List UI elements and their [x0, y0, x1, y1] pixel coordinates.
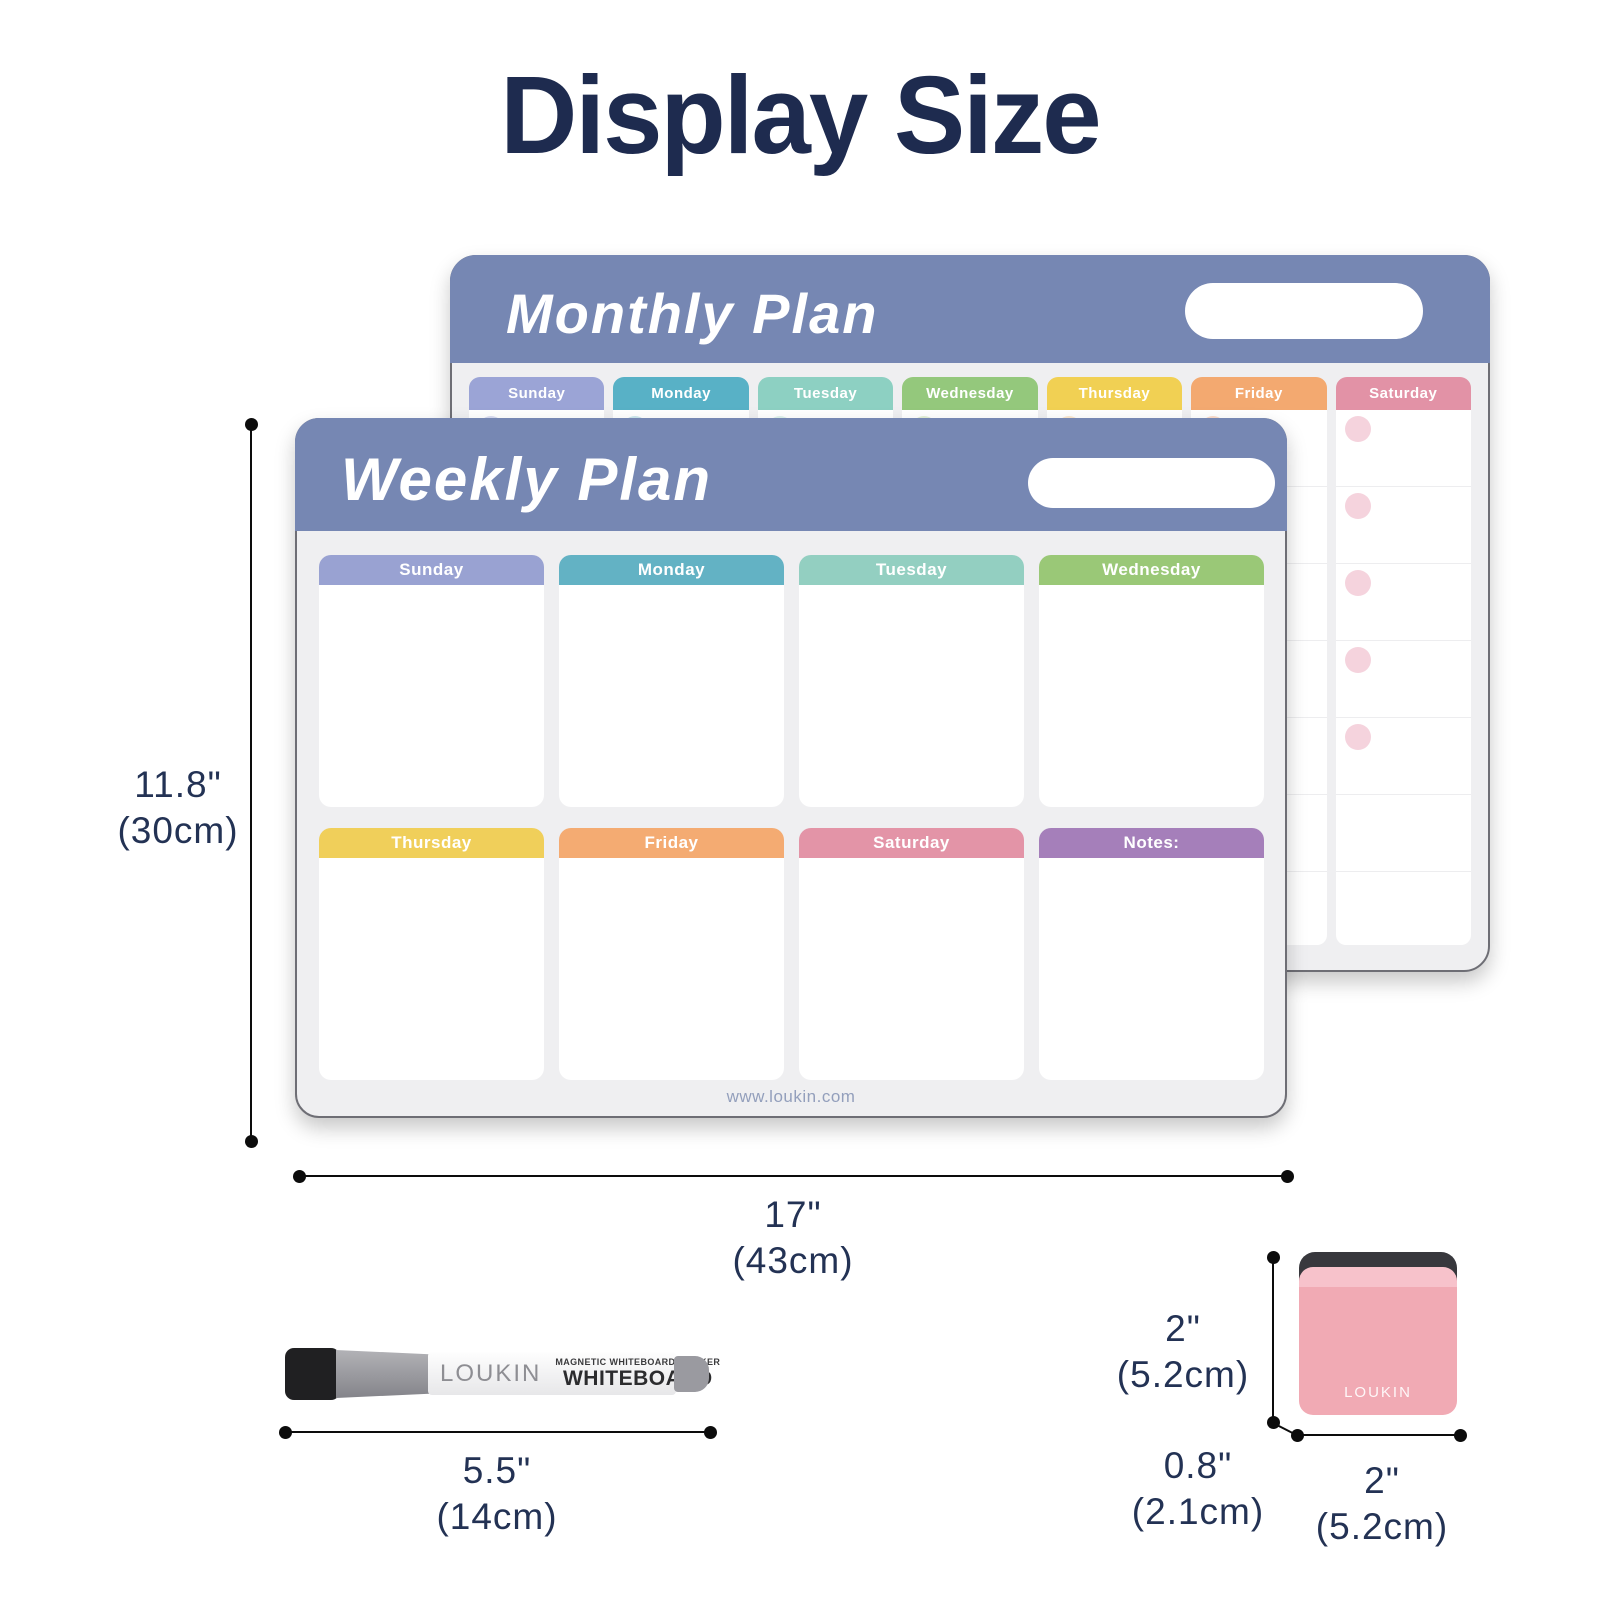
dimension-endpoint-dot [293, 1170, 306, 1183]
eraser-width-dimension-line [1297, 1434, 1460, 1436]
dimension-endpoint-dot [704, 1426, 717, 1439]
monthly-cell-row [1335, 487, 1471, 564]
marker-length-dimension-line [285, 1431, 710, 1433]
monthly-cell-row [1336, 872, 1471, 878]
dimension-endpoint-dot [245, 418, 258, 431]
board-width-dimension-line [299, 1175, 1287, 1177]
weekly-day-tab: Notes: [1039, 828, 1264, 858]
weekly-cell-sunday: Sunday [319, 555, 544, 807]
weekly-cell-tuesday: Tuesday [799, 555, 1024, 807]
eraser-height-dimension-line [1272, 1257, 1274, 1422]
weekly-footer-url: www.loukin.com [726, 1087, 856, 1106]
weekly-day-tab: Wednesday [1039, 555, 1264, 585]
weekly-cell-body [1039, 585, 1264, 807]
eraser-width-metric: (5.2cm) [1315, 1506, 1449, 1547]
weekly-cell-body [799, 585, 1024, 807]
monthly-day-tab: Wednesday [902, 377, 1038, 410]
weekly-day-tab: Sunday [319, 555, 544, 585]
monthly-cell-row [1335, 410, 1471, 487]
weekly-cell-body [559, 858, 784, 1080]
monthly-board-title: Monthly Plan [506, 282, 879, 345]
monthly-date-pill [1185, 283, 1423, 339]
weekly-cell-monday: Monday [559, 555, 784, 807]
eraser-height-metric: (5.2cm) [1116, 1354, 1250, 1395]
dimension-endpoint-dot [1454, 1429, 1467, 1442]
monthly-day-tab: Friday [1191, 377, 1327, 410]
eraser-body: LOUKIN [1299, 1267, 1457, 1415]
monthly-day-tab: Tuesday [757, 377, 894, 410]
board-width-inches: 17" [764, 1194, 822, 1235]
marker-felt-cap [285, 1348, 340, 1400]
dimension-endpoint-dot [279, 1426, 292, 1439]
weekly-day-tab: Tuesday [799, 555, 1024, 585]
marker-cone [336, 1350, 432, 1398]
weekly-plan-board: Weekly Plan Sunday Monday Tuesday Wednesday… [295, 418, 1287, 1118]
monthly-day-tab: Thursday [1046, 377, 1183, 410]
weekly-cell-saturday: Saturday [799, 828, 1024, 1080]
dimension-endpoint-dot [1267, 1251, 1280, 1264]
monthly-board-header: Monthly Plan [450, 255, 1490, 363]
weekly-day-tab: Thursday [319, 828, 544, 858]
eraser-brand: LOUKIN [1344, 1384, 1412, 1401]
monthly-day-tab: Sunday [469, 377, 605, 410]
monthly-cell-row [1335, 641, 1471, 718]
date-dot [1344, 493, 1371, 519]
marker-tip-cap [674, 1356, 709, 1392]
board-height-dimension-line [250, 424, 252, 1141]
weekly-grid: Sunday Monday Tuesday Wednesday Thursday Frid… [319, 555, 1264, 1080]
weekly-cell-thursday: Thursday [319, 828, 544, 1080]
board-height-label: 11.8" (30cm) [68, 762, 288, 854]
eraser-depth-inches: 0.8" [1163, 1445, 1233, 1486]
dimension-endpoint-dot [1281, 1170, 1294, 1183]
page-title: Display Size [500, 54, 1101, 177]
date-dot [1344, 647, 1371, 673]
monthly-column-saturday: Saturday [1335, 377, 1471, 945]
eraser-height-label: 2" (5.2cm) [1073, 1306, 1293, 1398]
eraser-depth-metric: (2.1cm) [1131, 1491, 1265, 1532]
board-height-metric: (30cm) [117, 810, 239, 851]
weekly-day-tab: Friday [559, 828, 784, 858]
weekly-board-title: Weekly Plan [341, 446, 713, 513]
monthly-cell-row [1335, 564, 1471, 641]
weekly-cell-body [319, 585, 544, 807]
date-dot [1344, 416, 1371, 442]
weekly-cell-body [559, 585, 784, 807]
weekly-day-tab: Saturday [799, 828, 1024, 858]
marker-brand: LOUKIN [440, 1359, 542, 1387]
weekly-day-tab: Monday [559, 555, 784, 585]
marker-length-metric: (14cm) [436, 1496, 558, 1537]
weekly-cell-notes: Notes: [1039, 828, 1264, 1080]
marker-barrel: LOUKIN MAGNETIC WHITEBOARD MARKER WHITEB… [428, 1352, 720, 1395]
monthly-day-cells [1335, 410, 1471, 945]
board-height-inches: 11.8" [134, 764, 222, 805]
monthly-day-tab: Saturday [1335, 377, 1471, 410]
weekly-cell-body [319, 858, 544, 1080]
weekly-board-header: Weekly Plan [295, 418, 1287, 531]
eraser-depth-label: 0.8" (2.1cm) [1088, 1443, 1308, 1535]
eraser-width-label: 2" (5.2cm) [1272, 1458, 1492, 1550]
dimension-endpoint-dot [245, 1135, 258, 1148]
weekly-cell-body [799, 858, 1024, 1080]
board-width-metric: (43cm) [732, 1240, 854, 1281]
eraser-width-inches: 2" [1364, 1460, 1400, 1501]
marker-length-label: 5.5" (14cm) [387, 1448, 607, 1540]
eraser-height-inches: 2" [1165, 1308, 1201, 1349]
monthly-cell-row [1335, 718, 1471, 795]
dimension-endpoint-dot [1291, 1429, 1304, 1442]
marker-subtitle: MAGNETIC WHITEBOARD MARKER [555, 1356, 721, 1367]
date-dot [1344, 570, 1371, 596]
board-width-label: 17" (43cm) [683, 1192, 903, 1284]
weekly-date-pill [1028, 458, 1275, 508]
date-dot [1344, 724, 1371, 750]
weekly-cell-body [1039, 858, 1264, 1080]
monthly-day-tab: Monday [613, 377, 749, 410]
monthly-cell-row [1335, 795, 1471, 872]
weekly-cell-wednesday: Wednesday [1039, 555, 1264, 807]
marker-length-inches: 5.5" [462, 1450, 532, 1491]
weekly-cell-friday: Friday [559, 828, 784, 1080]
